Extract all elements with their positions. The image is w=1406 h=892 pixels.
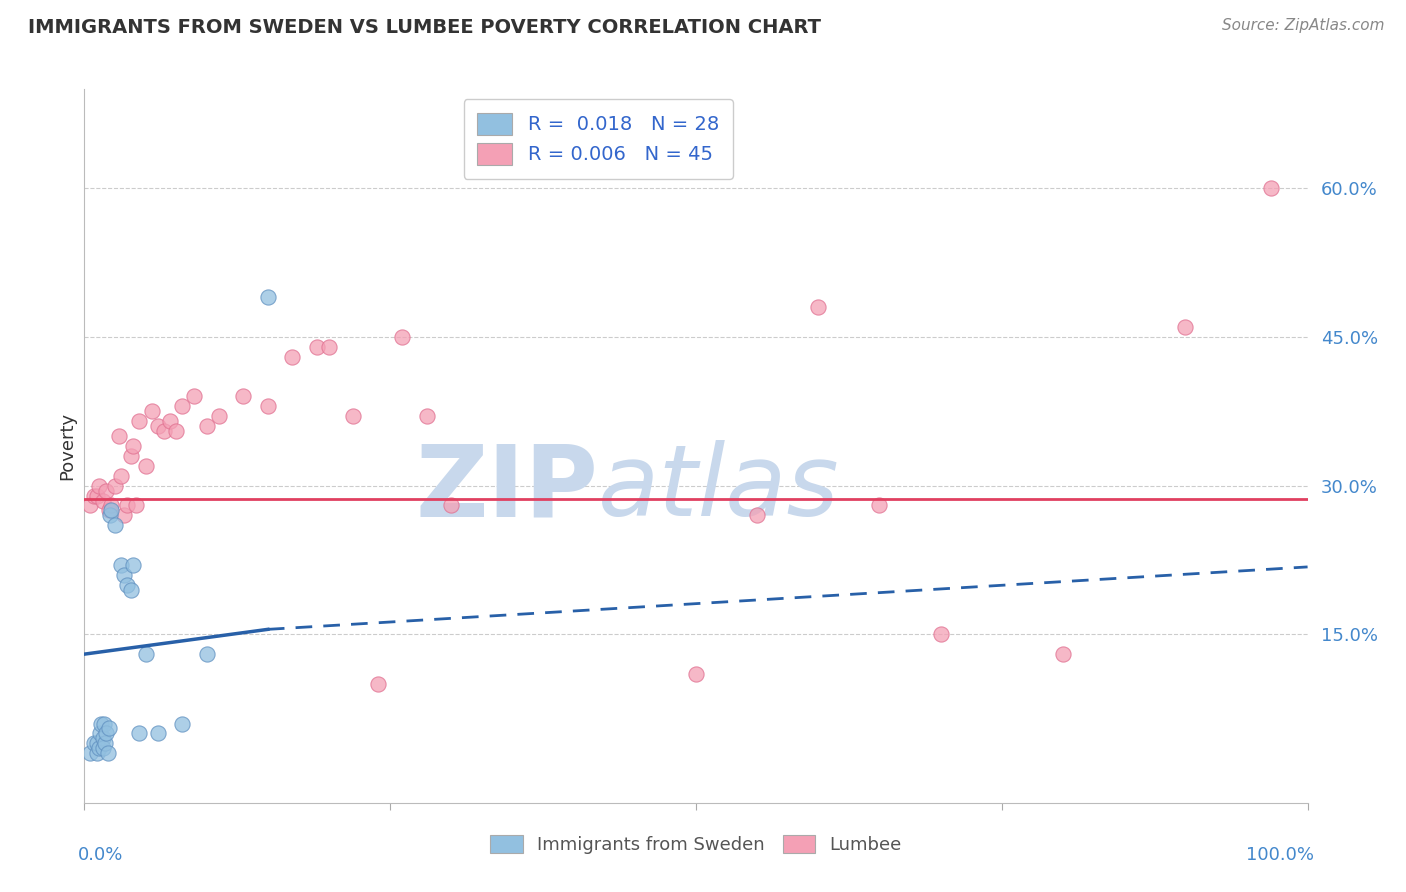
Point xyxy=(83,489,105,503)
Point xyxy=(807,300,830,314)
Point xyxy=(281,350,304,364)
Point xyxy=(87,478,110,492)
Point xyxy=(1052,647,1074,661)
Point xyxy=(1174,320,1197,334)
Point xyxy=(128,414,150,428)
Point xyxy=(110,468,132,483)
Point xyxy=(110,558,132,572)
Text: 100.0%: 100.0% xyxy=(1246,846,1313,863)
Point xyxy=(257,290,280,304)
Point xyxy=(97,746,120,760)
Point xyxy=(89,726,111,740)
Point xyxy=(86,489,108,503)
Point xyxy=(685,667,707,681)
Point xyxy=(93,716,115,731)
Point xyxy=(122,439,145,453)
Point xyxy=(135,458,157,473)
Point xyxy=(146,726,169,740)
Point xyxy=(165,424,187,438)
Point xyxy=(97,722,120,736)
Point xyxy=(86,736,108,750)
Point xyxy=(112,508,135,523)
Point xyxy=(83,736,105,750)
Point xyxy=(342,409,364,424)
Point xyxy=(104,478,127,492)
Point xyxy=(869,499,891,513)
Point xyxy=(91,741,114,756)
Point xyxy=(120,449,142,463)
Text: atlas: atlas xyxy=(598,441,839,537)
Point xyxy=(391,330,413,344)
Point xyxy=(195,419,218,434)
Point xyxy=(183,389,205,403)
Point xyxy=(153,424,176,438)
Point xyxy=(91,493,114,508)
Point xyxy=(112,567,135,582)
Point xyxy=(107,429,129,443)
Text: 0.0%: 0.0% xyxy=(79,846,124,863)
Point xyxy=(232,389,254,403)
Point xyxy=(96,483,118,498)
Point xyxy=(125,499,148,513)
Point xyxy=(172,400,194,414)
Point xyxy=(122,558,145,572)
Point xyxy=(305,340,328,354)
Point xyxy=(440,499,463,513)
Y-axis label: Poverty: Poverty xyxy=(58,412,76,480)
Point xyxy=(208,409,231,424)
Point xyxy=(100,503,122,517)
Point xyxy=(91,731,114,746)
Point xyxy=(195,647,218,661)
Point xyxy=(94,736,117,750)
Text: ZIP: ZIP xyxy=(415,441,598,537)
Point xyxy=(146,419,169,434)
Point xyxy=(90,716,112,731)
Point xyxy=(747,508,769,523)
Point xyxy=(97,503,120,517)
Point xyxy=(929,627,952,641)
Text: IMMIGRANTS FROM SWEDEN VS LUMBEE POVERTY CORRELATION CHART: IMMIGRANTS FROM SWEDEN VS LUMBEE POVERTY… xyxy=(28,18,821,37)
Point xyxy=(257,400,280,414)
Point xyxy=(86,746,108,760)
Point xyxy=(172,716,194,731)
Point xyxy=(79,499,101,513)
Point xyxy=(115,578,138,592)
Point xyxy=(128,726,150,740)
Point xyxy=(79,746,101,760)
Point xyxy=(115,499,138,513)
Point xyxy=(96,726,118,740)
Point xyxy=(104,518,127,533)
Point xyxy=(135,647,157,661)
Point xyxy=(100,499,122,513)
Point xyxy=(87,741,110,756)
Point xyxy=(318,340,340,354)
Point xyxy=(367,677,389,691)
Text: Source: ZipAtlas.com: Source: ZipAtlas.com xyxy=(1222,18,1385,33)
Point xyxy=(1260,181,1282,195)
Point xyxy=(141,404,163,418)
Point xyxy=(98,508,121,523)
Point xyxy=(120,582,142,597)
Legend: Immigrants from Sweden, Lumbee: Immigrants from Sweden, Lumbee xyxy=(479,824,912,865)
Point xyxy=(159,414,181,428)
Point xyxy=(416,409,439,424)
